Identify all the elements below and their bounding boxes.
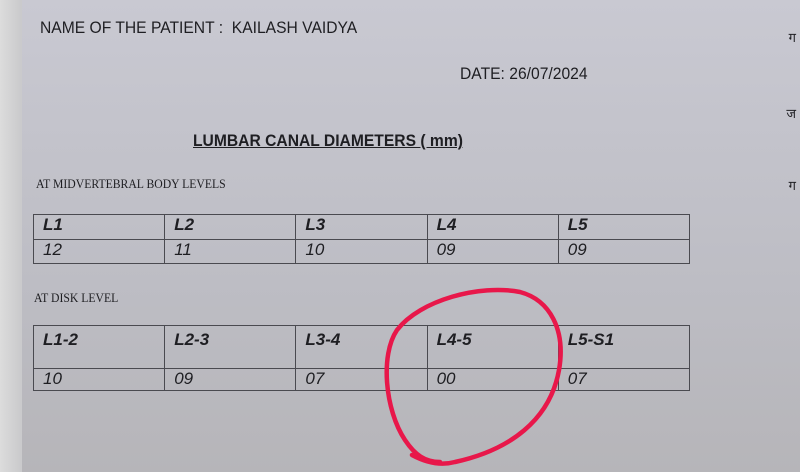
value-cell: 10 bbox=[295, 239, 428, 264]
value-cell: 07 bbox=[557, 368, 691, 391]
value-cell: 09 bbox=[164, 368, 297, 391]
table-row: 12 11 10 09 09 bbox=[32, 239, 691, 264]
level-cell: L5-S1 bbox=[557, 325, 691, 369]
value-cell: 12 bbox=[32, 239, 166, 264]
report-title: LUMBAR CANAL DIAMETERS ( mm) bbox=[193, 131, 463, 150]
table-header-row: L1-2 L2-3 L3-4 L4-5 L5-S1 bbox=[32, 325, 691, 369]
date-label: DATE: bbox=[460, 64, 505, 83]
margin-glyph: ग bbox=[788, 179, 796, 194]
level-cell: L3 bbox=[295, 214, 428, 240]
value-cell: 09 bbox=[557, 239, 691, 264]
disk-heading: AT DISK LEVEL bbox=[34, 290, 119, 305]
paper-edge bbox=[0, 0, 22, 472]
disk-table: L1-2 L2-3 L3-4 L4-5 L5-S1 10 09 07 00 07 bbox=[32, 325, 691, 391]
value-cell: 07 bbox=[295, 368, 428, 391]
value-cell: 00 bbox=[426, 368, 559, 391]
level-cell: L3-4 bbox=[295, 325, 428, 369]
level-cell: L1 bbox=[32, 214, 166, 240]
value-cell: 09 bbox=[426, 239, 559, 264]
level-cell: L2-3 bbox=[164, 325, 297, 369]
patient-label: NAME OF THE PATIENT : bbox=[40, 18, 224, 37]
patient-name: KAILASH VAIDYA bbox=[231, 18, 358, 37]
table-row: 10 09 07 00 07 bbox=[32, 368, 691, 391]
midvertebral-heading: AT MIDVERTEBRAL BODY LEVELS bbox=[36, 176, 226, 191]
midvertebral-table: L1 L2 L3 L4 L5 12 11 10 09 09 bbox=[32, 214, 691, 264]
date-line: DATE: 26/07/2024 bbox=[460, 64, 588, 84]
patient-name-line: NAME OF THE PATIENT : KAILASH VAIDYA bbox=[40, 18, 357, 38]
margin-glyph: ग bbox=[788, 31, 796, 46]
date-value: 26/07/2024 bbox=[509, 64, 588, 83]
value-cell: 11 bbox=[164, 239, 297, 264]
table-header-row: L1 L2 L3 L4 L5 bbox=[32, 214, 691, 240]
margin-glyph: ज bbox=[786, 107, 796, 122]
value-cell: 10 bbox=[32, 368, 166, 391]
